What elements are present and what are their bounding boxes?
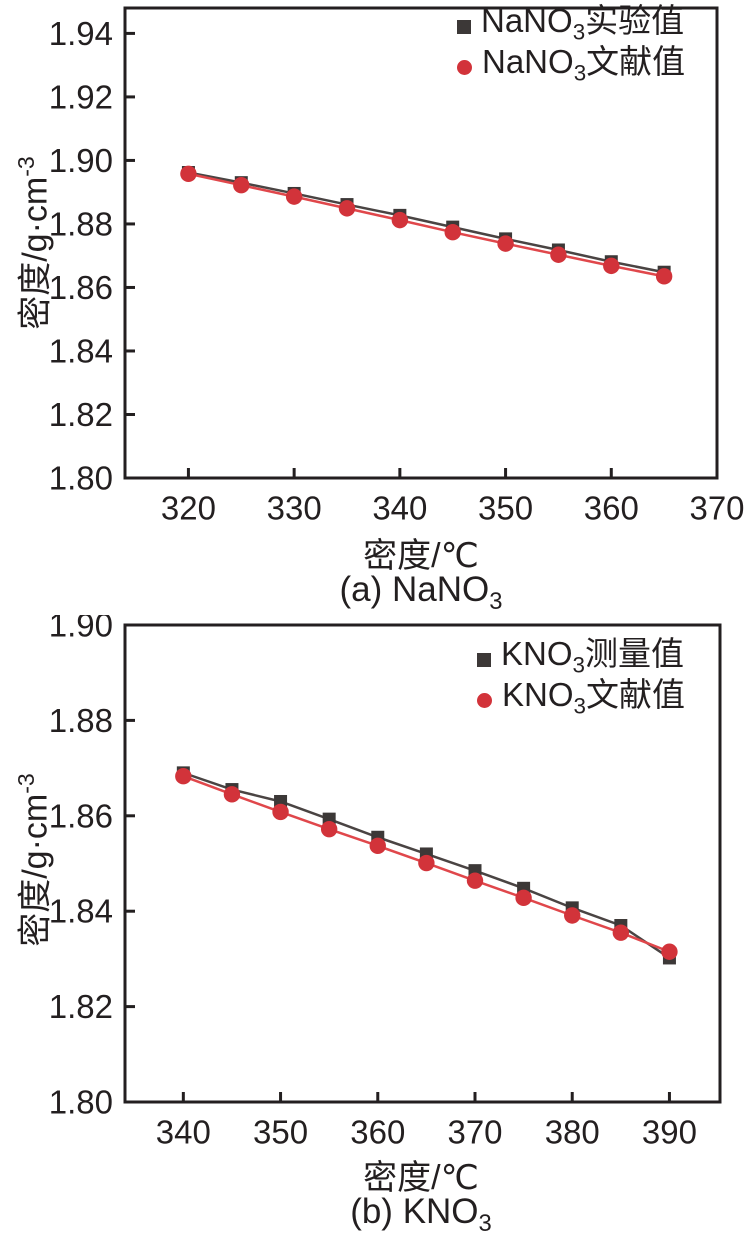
data-point-circle-marker bbox=[272, 803, 289, 821]
y-tick-label: 1.80 bbox=[49, 1084, 113, 1121]
chart-a-legend-item-experimental: NaNO3实验值 bbox=[457, 2, 685, 47]
legend-label-text: KNO bbox=[502, 675, 574, 713]
circle-marker-icon bbox=[457, 60, 472, 75]
chart-a-legend: NaNO3实验值 NaNO3文献值 bbox=[457, 2, 685, 88]
data-point-circle-marker bbox=[338, 200, 356, 217]
data-point-circle-marker bbox=[369, 837, 386, 855]
data-point-circle-marker bbox=[661, 943, 678, 960]
y-tick-label: 1.84 bbox=[49, 893, 113, 930]
data-point-circle-marker bbox=[320, 820, 338, 838]
chart-a-caption: (a) NaNO3 bbox=[125, 570, 717, 622]
x-tick-label: 320 bbox=[161, 490, 216, 527]
chart-b-legend-item-literature: KNO3文献值 bbox=[477, 676, 685, 721]
x-tick-label: 360 bbox=[350, 1114, 405, 1151]
legend-label: KNO3文献值 bbox=[502, 675, 685, 727]
x-tick-label: 340 bbox=[156, 1114, 211, 1151]
y-tick-label: 1.90 bbox=[49, 615, 113, 644]
data-point-circle-marker bbox=[391, 211, 409, 229]
y-tick-label: 1.86 bbox=[49, 797, 113, 834]
legend-label-sub: 3 bbox=[572, 19, 586, 45]
data-point-circle-marker bbox=[285, 188, 303, 205]
legend-label-suffix: 文献值 bbox=[586, 42, 686, 80]
data-point-circle-marker bbox=[550, 246, 567, 263]
data-point-circle-marker bbox=[223, 786, 241, 803]
data-point-circle-marker bbox=[180, 165, 197, 182]
data-point-circle-marker bbox=[466, 872, 484, 889]
chart-a-canvas: 320 330 340 350 360 370 1.80 1.82 1.84 1.86 1.88 1.… bbox=[49, 6, 745, 527]
y-tick-label: 1.86 bbox=[49, 269, 113, 306]
chart-b-caption-text: (b) KNO bbox=[350, 1192, 479, 1231]
chart-a-x-axis-label: 密度/℃ bbox=[363, 537, 479, 575]
x-tick-label: 390 bbox=[642, 1114, 697, 1151]
legend-label: KNO3测量值 bbox=[501, 634, 684, 686]
chart-b-y-axis-label-sup: -3 bbox=[13, 773, 39, 794]
legend-label: NaNO3实验值 bbox=[481, 1, 684, 53]
data-point-circle-marker bbox=[444, 224, 461, 241]
square-marker-icon bbox=[477, 652, 491, 667]
data-point-circle-marker bbox=[233, 177, 250, 194]
circle-marker-icon bbox=[477, 693, 492, 708]
plot-frame bbox=[123, 6, 719, 480]
chart-b-y-axis-label-text: 密度/g·cm bbox=[16, 793, 55, 947]
y-tick-label: 1.94 bbox=[49, 15, 113, 52]
x-tick-label: 380 bbox=[545, 1114, 600, 1151]
legend-label-text: NaNO bbox=[481, 1, 573, 39]
y-tick-label: 1.80 bbox=[49, 460, 113, 497]
chart-b-x-axis-label: 密度/℃ bbox=[363, 1159, 479, 1197]
chart-b-caption-sub: 3 bbox=[478, 1210, 492, 1237]
data-point-circle-marker bbox=[603, 257, 620, 275]
x-tick-label: 350 bbox=[253, 1114, 308, 1151]
legend-label: NaNO3文献值 bbox=[482, 42, 685, 94]
data-point-circle-marker bbox=[418, 854, 435, 872]
chart-b-legend-item-measured: KNO3测量值 bbox=[477, 635, 685, 680]
y-tick-label: 1.84 bbox=[49, 332, 113, 369]
x-tick-label: 340 bbox=[372, 490, 427, 527]
legend-label-text: NaNO bbox=[482, 42, 574, 80]
y-tick-label: 1.88 bbox=[49, 205, 113, 242]
chart-b-legend: KNO3测量值 KNO3文献值 bbox=[477, 635, 685, 721]
chart-a-caption-text: (a) NaNO bbox=[339, 570, 490, 609]
chart-b-canvas: 340 350 360 370 380 390 1.80 1.82 1.84 1.86 1.88 1.… bbox=[49, 615, 722, 1151]
data-point-circle-marker bbox=[655, 268, 673, 285]
x-tick-label: 370 bbox=[447, 1114, 502, 1151]
series-line-literature bbox=[188, 172, 665, 278]
y-tick-label: 1.82 bbox=[49, 988, 113, 1025]
y-tick-label: 1.90 bbox=[49, 142, 113, 179]
legend-label-suffix: 文献值 bbox=[586, 675, 685, 713]
x-tick-label: 370 bbox=[689, 490, 744, 527]
y-tick-label: 1.92 bbox=[49, 78, 113, 115]
chart-b-caption: (b) KNO3 bbox=[125, 1192, 717, 1244]
square-marker-icon bbox=[457, 19, 471, 34]
legend-label-sub: 3 bbox=[572, 652, 585, 678]
chart-a-caption-sub: 3 bbox=[489, 588, 503, 615]
data-point-circle-marker bbox=[515, 889, 532, 907]
legend-label-sub: 3 bbox=[573, 60, 587, 86]
data-point-circle-marker bbox=[564, 907, 581, 924]
x-tick-label: 330 bbox=[267, 490, 322, 527]
x-tick-label: 350 bbox=[478, 490, 533, 527]
x-tick-label: 360 bbox=[584, 490, 639, 527]
plot-frame bbox=[123, 623, 722, 1104]
legend-label-suffix: 测量值 bbox=[585, 634, 684, 672]
y-tick-label: 1.88 bbox=[49, 702, 113, 739]
y-tick-label: 1.82 bbox=[49, 396, 113, 433]
legend-label-suffix: 实验值 bbox=[585, 1, 685, 39]
chart-b-y-axis-label: 密度/g·cm-3 bbox=[4, 660, 54, 1060]
series-line-experimental bbox=[188, 171, 665, 274]
data-point-circle-marker bbox=[612, 924, 630, 941]
chart-a-y-axis-label-sup: -3 bbox=[13, 156, 39, 177]
chart-a-y-axis-label: 密度/g·cm-3 bbox=[4, 43, 54, 443]
data-point-circle-marker bbox=[497, 235, 514, 252]
data-point-circle-marker bbox=[175, 768, 192, 785]
legend-label-text: KNO bbox=[501, 634, 573, 672]
chart-a-y-axis-label-text: 密度/g·cm bbox=[16, 176, 55, 330]
chart-a-legend-item-literature: NaNO3文献值 bbox=[457, 43, 685, 88]
legend-label-sub: 3 bbox=[573, 693, 586, 719]
